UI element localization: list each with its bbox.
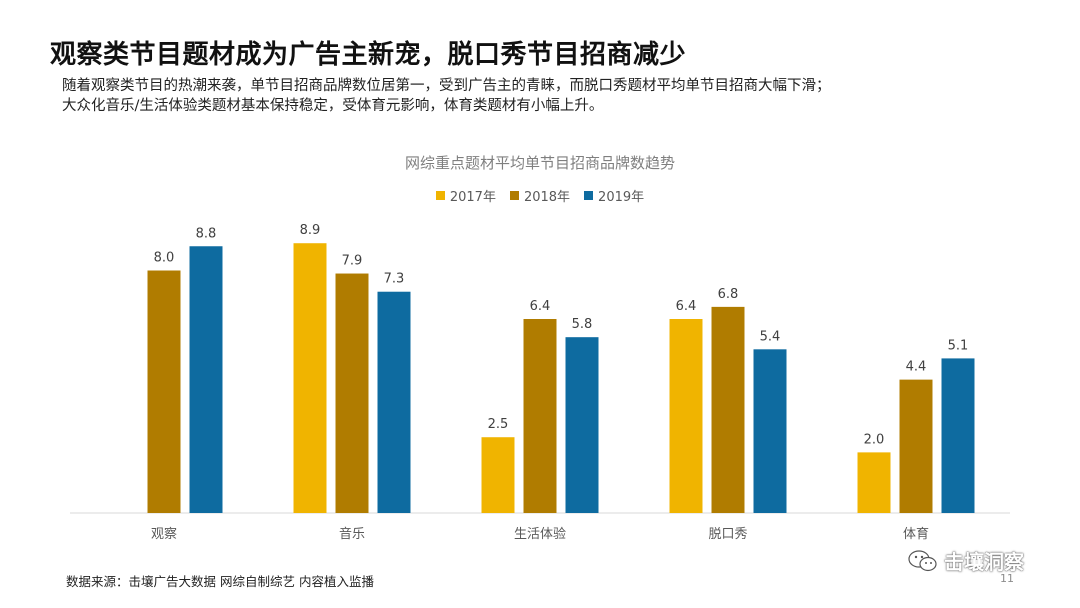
bar — [377, 291, 411, 513]
page-number: 11 — [1000, 572, 1014, 585]
data-label: 2.5 — [488, 417, 509, 432]
data-label: 7.3 — [384, 272, 405, 287]
bar — [523, 319, 557, 513]
x-tick-label: 体育 — [903, 526, 929, 542]
page-title: 观察类节目题材成为广告主新宠，脱口秀节目招商减少 — [50, 40, 687, 70]
data-label: 5.4 — [760, 329, 781, 344]
data-label: 5.8 — [572, 317, 593, 332]
data-label: 6.8 — [718, 287, 739, 302]
bar — [293, 243, 327, 513]
source-note: 数据来源：击壤广告大数据 网综自制综艺 内容植入监播 — [66, 574, 374, 589]
bar — [565, 337, 599, 513]
x-tick-label: 音乐 — [339, 526, 365, 542]
chart-title: 网综重点题材平均单节目招商品牌数趋势 — [404, 154, 675, 172]
bar — [147, 270, 181, 513]
bar — [711, 306, 745, 513]
legend-label: 2017年 — [449, 190, 496, 205]
wechat-icon — [908, 549, 937, 571]
chart-legend: 2017年 2018年 2019年 — [0, 186, 1080, 205]
data-label: 5.1 — [948, 338, 969, 353]
data-label: 7.9 — [342, 254, 363, 269]
legend-item-2017: 2017年 — [435, 186, 496, 205]
bar — [941, 358, 975, 513]
x-tick-label: 脱口秀 — [708, 527, 747, 542]
x-tick-label: 观察 — [151, 527, 177, 542]
subtitle-line: 大众化音乐/生活体验类题材基本保持稳定，受体育元影响，体育类题材有小幅上升。 — [62, 98, 604, 114]
subtitle: 随着观察类节目的热潮来袭，单节目招商品牌数位居第一，受到广告主的青睐，而脱口秀题… — [62, 76, 962, 116]
legend-swatch — [435, 191, 445, 200]
bar — [481, 437, 515, 513]
bar — [899, 379, 933, 513]
watermark-text: 击壤洞察 — [944, 550, 1024, 574]
data-label: 8.0 — [154, 251, 175, 266]
data-label: 6.4 — [676, 299, 697, 314]
bar — [335, 273, 369, 513]
legend-item-2019: 2019年 — [584, 186, 644, 205]
bar — [189, 246, 223, 513]
legend-swatch — [509, 191, 519, 200]
data-label: 8.9 — [300, 223, 321, 238]
legend-swatch — [584, 191, 594, 200]
legend-label: 2019年 — [598, 190, 645, 205]
data-label: 2.0 — [864, 432, 885, 447]
bar — [857, 452, 891, 513]
legend-label: 2018年 — [523, 190, 571, 205]
data-label: 6.4 — [530, 299, 551, 314]
bar — [753, 349, 787, 513]
x-tick-label: 生活体验 — [514, 526, 566, 542]
legend-item-2018: 2018年 — [509, 186, 571, 205]
bar — [669, 319, 703, 513]
subtitle-line: 随着观察类节目的热潮来袭，单节目招商品牌数位居第一，受到广告主的青睐，而脱口秀题… — [62, 78, 831, 94]
watermark: 击壤洞察 — [908, 546, 1024, 575]
data-label: 4.4 — [906, 360, 927, 375]
data-label: 8.8 — [196, 226, 217, 241]
